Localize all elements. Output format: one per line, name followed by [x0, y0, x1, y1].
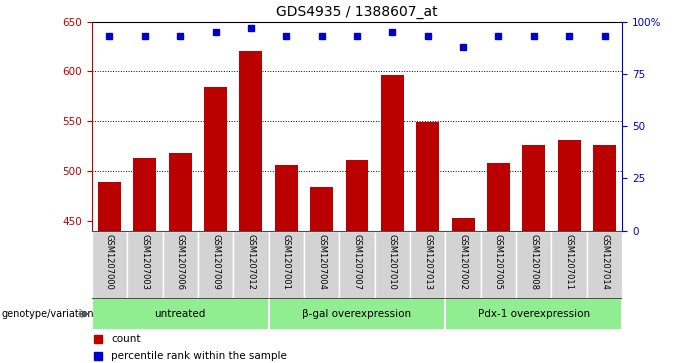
Bar	[339, 231, 375, 299]
Bar	[487, 163, 510, 231]
Bar	[310, 187, 333, 231]
Bar	[481, 231, 516, 299]
Bar	[551, 231, 587, 299]
Bar	[445, 231, 481, 299]
Text: GSM1207005: GSM1207005	[494, 234, 503, 290]
Bar	[233, 231, 269, 299]
Bar	[375, 231, 410, 299]
Bar	[133, 158, 156, 231]
Text: GSM1207000: GSM1207000	[105, 234, 114, 290]
Bar	[98, 182, 121, 231]
Bar	[169, 153, 192, 231]
Bar	[92, 298, 269, 330]
Bar	[304, 231, 339, 299]
Text: percentile rank within the sample: percentile rank within the sample	[111, 351, 287, 361]
Text: GSM1207010: GSM1207010	[388, 234, 397, 290]
Text: Pdx-1 overexpression: Pdx-1 overexpression	[478, 309, 590, 319]
Bar	[239, 50, 262, 231]
Bar	[163, 231, 198, 299]
Bar	[587, 231, 622, 299]
Bar	[269, 298, 445, 330]
Text: GSM1207009: GSM1207009	[211, 234, 220, 290]
Text: GSM1207011: GSM1207011	[564, 234, 574, 290]
Text: GSM1207007: GSM1207007	[352, 234, 362, 290]
Bar	[198, 231, 233, 299]
Text: GSM1207002: GSM1207002	[458, 234, 468, 290]
Text: GSM1207008: GSM1207008	[529, 234, 539, 290]
Text: GSM1207012: GSM1207012	[246, 234, 256, 290]
Bar	[92, 231, 127, 299]
Bar	[269, 231, 304, 299]
Bar	[345, 160, 369, 231]
Text: GSM1207006: GSM1207006	[175, 234, 185, 290]
Bar	[275, 165, 298, 231]
Text: GSM1207004: GSM1207004	[317, 234, 326, 290]
Text: untreated: untreated	[154, 309, 206, 319]
Bar	[452, 217, 475, 231]
Bar	[127, 231, 163, 299]
Bar	[410, 231, 445, 299]
Bar	[558, 140, 581, 231]
Bar	[416, 122, 439, 231]
Text: count: count	[111, 334, 140, 344]
Bar	[381, 76, 404, 231]
Text: GSM1207014: GSM1207014	[600, 234, 609, 290]
Bar	[204, 87, 227, 231]
Text: β-gal overexpression: β-gal overexpression	[303, 309, 411, 319]
Text: genotype/variation: genotype/variation	[2, 309, 95, 319]
Title: GDS4935 / 1388607_at: GDS4935 / 1388607_at	[276, 5, 438, 19]
Bar	[516, 231, 551, 299]
Bar	[522, 145, 545, 231]
Bar	[445, 298, 622, 330]
Bar	[593, 145, 616, 231]
Text: GSM1207013: GSM1207013	[423, 234, 432, 290]
Text: GSM1207003: GSM1207003	[140, 234, 150, 290]
Text: GSM1207001: GSM1207001	[282, 234, 291, 290]
